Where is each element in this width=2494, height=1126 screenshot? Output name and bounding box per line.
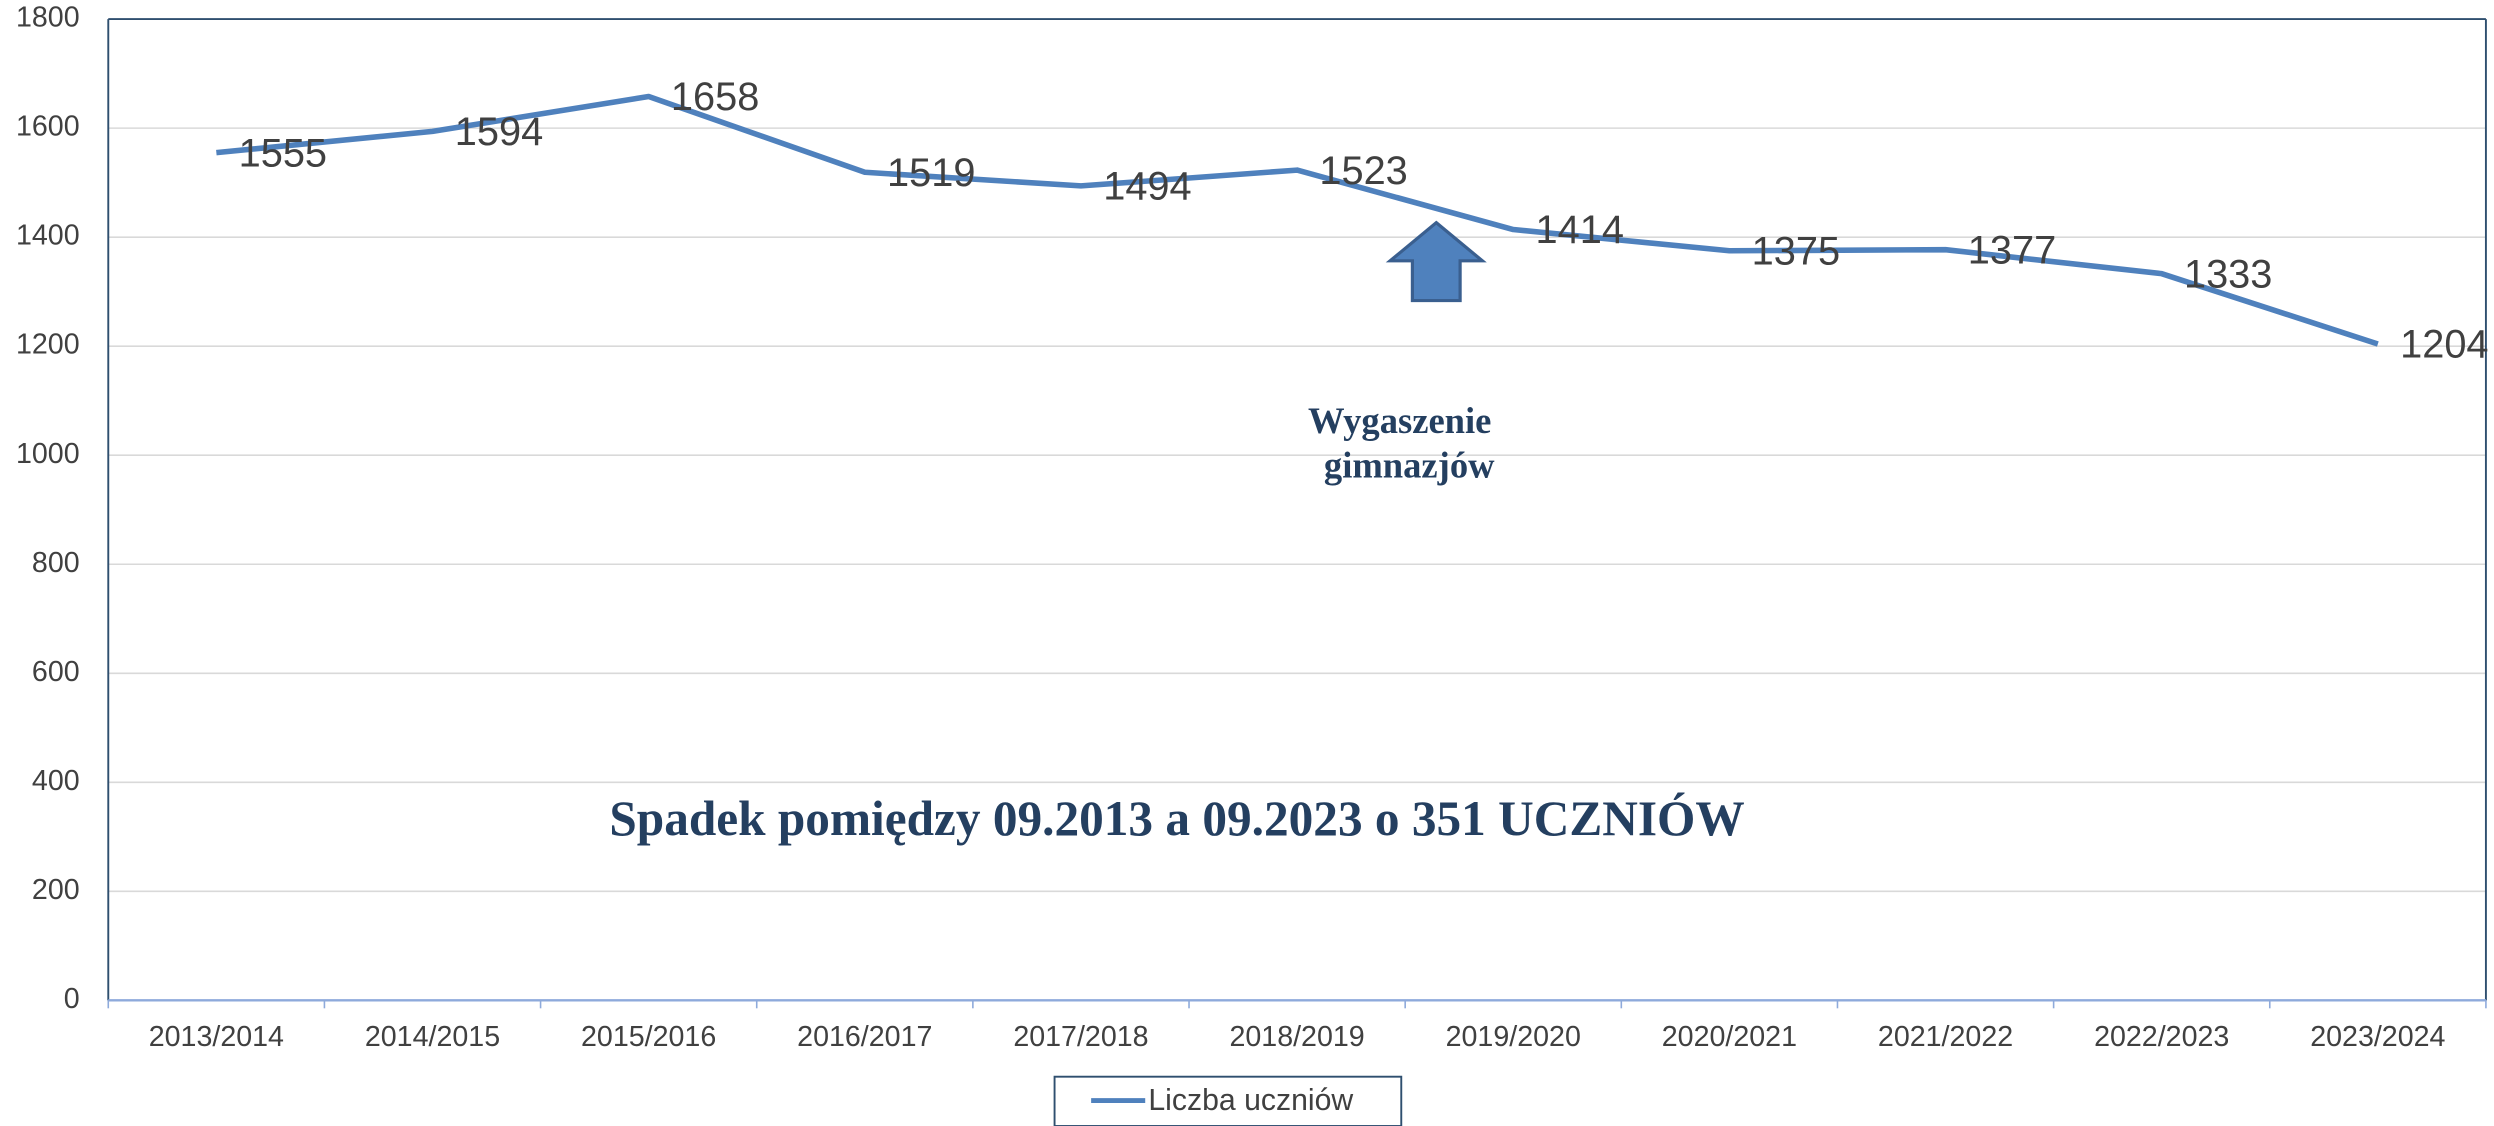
- data-label: 1204: [2400, 323, 2488, 367]
- x-tick-label: 2013/2014: [149, 1021, 284, 1053]
- legend-label: Liczba uczniów: [1148, 1084, 1353, 1117]
- data-label: 1494: [1103, 165, 1191, 209]
- data-label: 1377: [1968, 228, 2056, 272]
- y-tick-label: 600: [32, 656, 80, 688]
- y-tick-label: 200: [32, 874, 80, 906]
- data-label: 1375: [1752, 229, 1840, 273]
- x-tick-label: 2019/2020: [1446, 1021, 1581, 1053]
- y-tick-label: 400: [32, 765, 80, 797]
- y-tick-label: 1600: [16, 111, 80, 143]
- grid: [108, 127, 2486, 893]
- x-tick-label: 2017/2018: [1013, 1021, 1148, 1053]
- x-tick-label: 2018/2019: [1229, 1021, 1364, 1053]
- y-tick-label: 1800: [16, 2, 80, 34]
- x-tick-label: 2023/2024: [2310, 1021, 2445, 1053]
- x-tick-label: 2014/2015: [365, 1021, 500, 1053]
- x-tick-label: 2016/2017: [797, 1021, 932, 1053]
- x-tick-label: 2021/2022: [1878, 1021, 2013, 1053]
- note: Spadek pomiędzy 09.2013 a 09.2023 o 351 …: [609, 791, 1744, 846]
- y-tick-label: 1200: [16, 329, 80, 361]
- arrow-note: Wygaszenie: [1308, 400, 1491, 441]
- y-tick-label: 1000: [16, 438, 80, 470]
- arrow-note: gimnazjów: [1324, 445, 1495, 486]
- y-tick-label: 800: [32, 547, 80, 579]
- data-label: 1594: [455, 110, 543, 154]
- data-label: 1658: [671, 75, 759, 119]
- x-tick-label: 2020/2021: [1662, 1021, 1797, 1053]
- y-tick-label: 0: [64, 983, 80, 1015]
- x-tick-label: 2022/2023: [2094, 1021, 2229, 1053]
- line: [216, 93, 2379, 347]
- x-tick-label: 2015/2016: [581, 1021, 716, 1053]
- y-tick-label: 1400: [16, 220, 80, 252]
- marks: 1555 1594 1658 1519 1494 1523 1414 1375 1377 1333…: [216, 75, 2489, 367]
- data-label: 1333: [2184, 252, 2272, 296]
- data-label: 1523: [1319, 149, 1407, 193]
- data-label: 1519: [887, 151, 975, 195]
- data-label: 1555: [239, 131, 327, 175]
- data-label: 1414: [1536, 208, 1624, 252]
- arrow: [1385, 220, 1487, 303]
